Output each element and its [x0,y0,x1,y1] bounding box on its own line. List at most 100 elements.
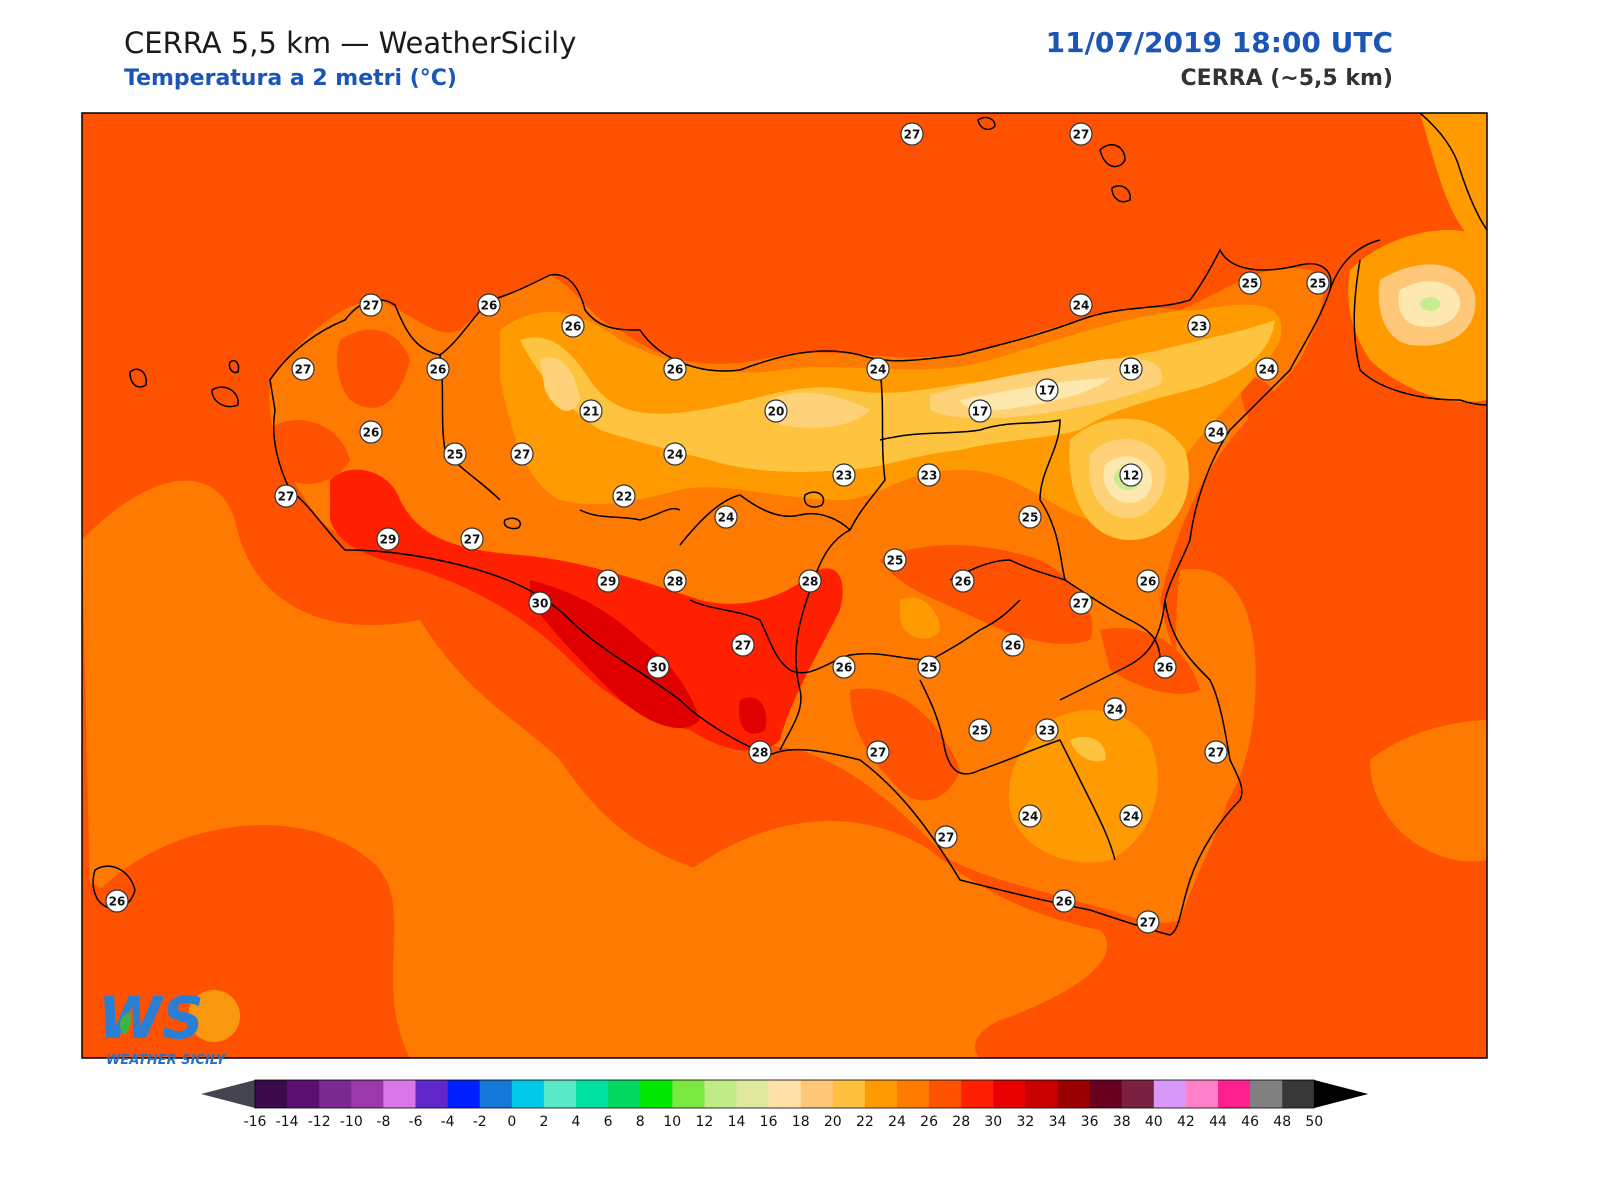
colorbar-tick-label: 12 [695,1114,713,1130]
station-marker: 27 [1204,740,1228,764]
station-circle [1035,718,1059,742]
station-circle [105,889,129,913]
colorbar-swatch [1025,1080,1058,1108]
border-ag-pa [579,508,681,521]
station-marker: 27 [1069,591,1093,615]
colorbar-tick-label: 6 [604,1114,613,1130]
station-markers: 27 27 27 26 26 24 25 25 23 27 26 26 24 18 24 17 21 20 17 26… [105,122,1330,934]
station-marker: 26 [1153,655,1177,679]
station-value: 23 [921,468,938,482]
station-marker: 27 [359,293,383,317]
station-marker: 25 [443,442,467,466]
colorbar-tick-label: -10 [340,1114,363,1130]
station-circle [477,293,501,317]
station-marker: 25 [917,655,941,679]
station-value: 27 [938,830,955,844]
station-circle [883,548,907,572]
station-marker: 17 [1035,378,1059,402]
logo-sun-icon [188,990,240,1042]
station-marker: 27 [731,633,755,657]
station-circle [646,655,670,679]
colorbar-tick-label: -4 [441,1114,455,1130]
land-warm-east [1100,628,1200,694]
weathersicily-logo: WS WEATHER SICILY [98,984,240,1068]
station-circle [1119,357,1143,381]
station-value: 25 [921,660,938,674]
border-ag-cl [679,494,851,546]
station-value: 18 [1123,362,1140,376]
colorbar: -16 -14 -12 -10 -8 -6 -4 -2 0 2 4 6 8 10 12 14 16 18 20 22 2… [201,1079,1369,1130]
station-value: 28 [802,574,819,588]
station-value: 26 [363,425,380,439]
station-value: 24 [870,362,887,376]
station-value: 27 [1073,596,1090,610]
station-value: 24 [667,447,684,461]
colorbar-tick-label: -6 [409,1114,423,1130]
colorbar-swatch [447,1080,481,1108]
colorbar-swatch [929,1080,962,1108]
colorbar-swatch [479,1080,513,1108]
coastlines [92,113,1487,936]
station-marker: 30 [646,655,670,679]
station-circle [1035,378,1059,402]
station-circle [359,420,383,444]
colorbar-swatch [415,1080,449,1108]
land-cooler-west [540,357,580,411]
colorbar-tick-label: 2 [539,1114,548,1130]
station-circle [443,442,467,466]
station-marker: 17 [968,399,992,423]
station-marker: 27 [934,825,958,849]
station-marker: 24 [866,357,890,381]
station-circle [951,569,975,593]
colorbar-tick-label: 46 [1241,1114,1259,1130]
border-en-ct [949,559,1161,661]
land-warm-south [850,688,960,801]
land-mid-spot [900,597,940,639]
station-circle [748,740,772,764]
colorbar-swatch [1250,1080,1283,1108]
colorbar-tick-label: 10 [663,1114,681,1130]
station-value: 27 [363,298,380,312]
colorbar-tick-label: 44 [1209,1114,1227,1130]
colorbar-tick-label: -12 [308,1114,331,1130]
colorbar-tick-label: -2 [473,1114,487,1130]
iblei-cool [1070,736,1106,762]
colorbar-tick-label: 48 [1273,1114,1291,1130]
station-circle [274,484,298,508]
station-value: 26 [1140,574,1157,588]
colorbar-tick-label: 8 [636,1114,645,1130]
border-ct-sr [1059,599,1166,701]
station-circle [1204,740,1228,764]
station-circle [612,484,636,508]
station-marker: 25 [883,548,907,572]
station-value: 27 [1140,915,1157,929]
station-circle [663,357,687,381]
station-value: 26 [955,574,972,588]
colorbar-tick-label: 40 [1145,1114,1163,1130]
calabria-green [1420,297,1440,311]
island-salina [1099,144,1126,168]
station-circle [561,314,585,338]
model-label: CERRA (~5,5 km) [1180,66,1393,91]
colorbar-tick-label: 16 [760,1114,778,1130]
station-value: 23 [836,468,853,482]
colorbar-tick-label: 38 [1113,1114,1131,1130]
station-value: 24 [1107,702,1124,716]
colorbar-tick-label: 20 [824,1114,842,1130]
station-circle [1306,271,1330,295]
border-rg-sr [919,679,1116,861]
station-marker: 27 [1136,910,1160,934]
station-marker: 26 [832,655,856,679]
station-marker: 26 [105,889,129,913]
colorbar-tick-label: 30 [984,1114,1002,1130]
station-circle [1255,357,1279,381]
colorbar-swatch [608,1080,641,1108]
station-value: 24 [718,510,735,524]
station-value: 25 [887,553,904,567]
station-circle [917,655,941,679]
colorbar-tick-label: -16 [244,1114,267,1130]
station-circle [528,591,552,615]
station-value: 30 [532,596,549,610]
station-marker: 26 [663,357,687,381]
station-value: 17 [972,404,989,418]
